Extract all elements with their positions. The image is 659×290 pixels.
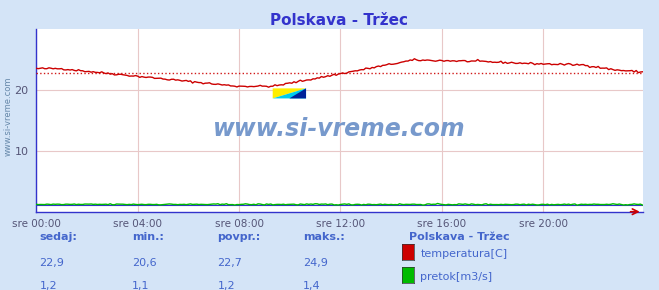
Text: min.:: min.:	[132, 232, 163, 242]
Text: 24,9: 24,9	[303, 258, 328, 268]
Polygon shape	[273, 88, 306, 98]
Text: 1,2: 1,2	[40, 281, 57, 290]
Polygon shape	[273, 88, 306, 98]
Title: Polskava - Tržec: Polskava - Tržec	[270, 13, 409, 28]
Polygon shape	[289, 88, 306, 98]
Text: temperatura[C]: temperatura[C]	[420, 249, 507, 259]
Text: 1,2: 1,2	[217, 281, 235, 290]
Text: 22,7: 22,7	[217, 258, 243, 268]
Text: www.si-vreme.com: www.si-vreme.com	[213, 117, 466, 142]
Text: maks.:: maks.:	[303, 232, 345, 242]
Text: 1,4: 1,4	[303, 281, 321, 290]
Text: 1,1: 1,1	[132, 281, 150, 290]
Text: pretok[m3/s]: pretok[m3/s]	[420, 272, 492, 282]
Text: www.si-vreme.com: www.si-vreme.com	[3, 76, 13, 156]
Text: sedaj:: sedaj:	[40, 232, 77, 242]
Text: povpr.:: povpr.:	[217, 232, 261, 242]
Text: 20,6: 20,6	[132, 258, 156, 268]
Text: 22,9: 22,9	[40, 258, 65, 268]
Text: Polskava - Tržec: Polskava - Tržec	[409, 232, 509, 242]
